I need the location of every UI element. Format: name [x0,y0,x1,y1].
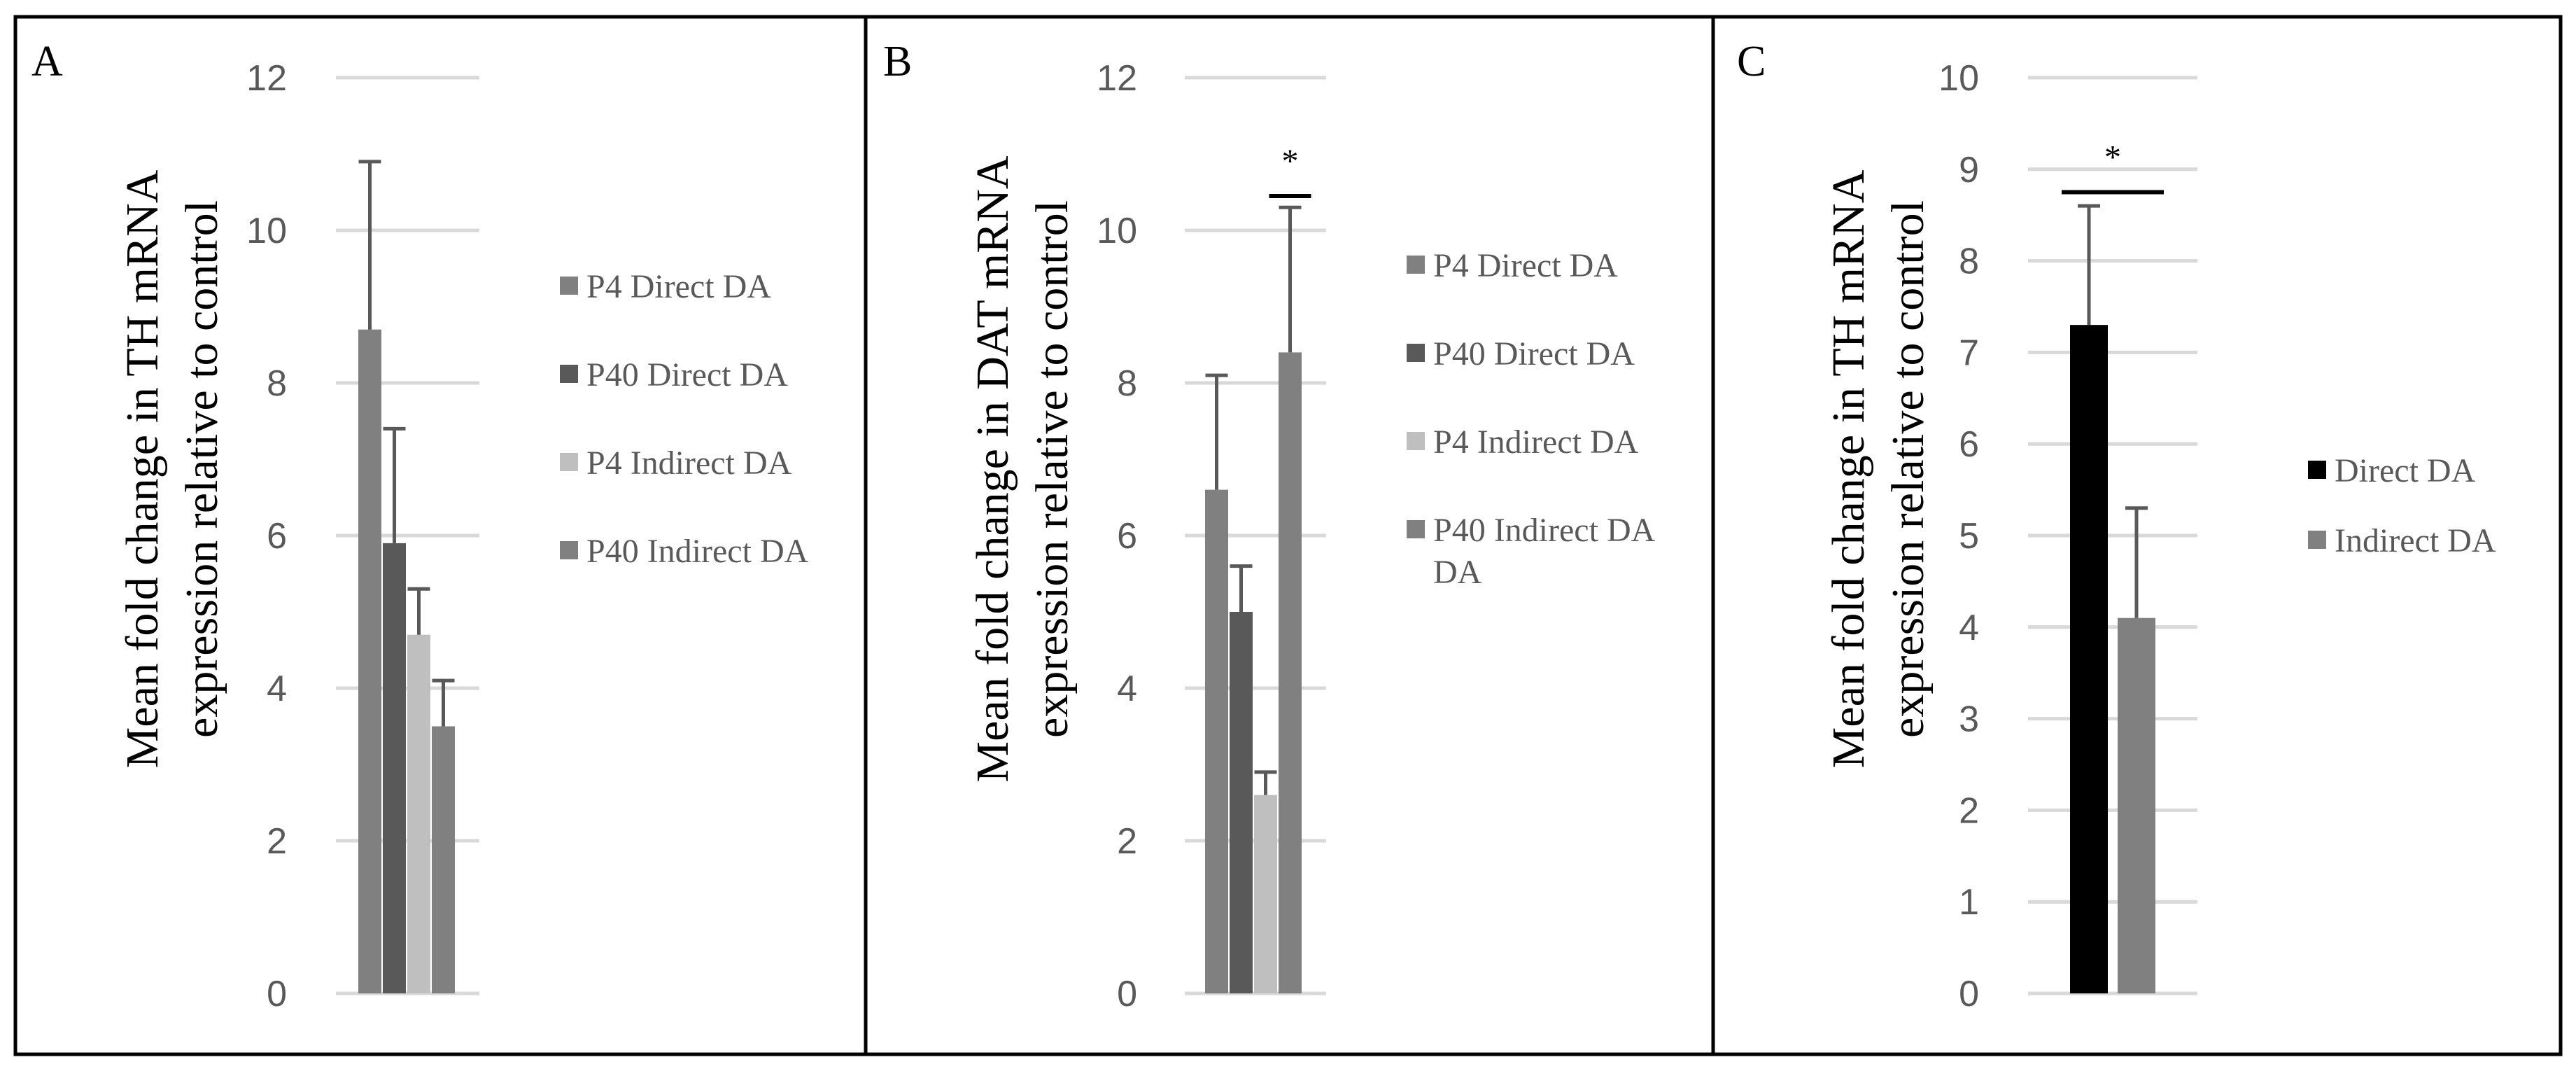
y-tick-label: 8 [1959,242,1979,282]
bar-direct-da [2070,325,2108,993]
y-tick-label: 4 [267,669,287,709]
bar-p4-indirect-da [407,634,430,993]
panel-letter: B [883,38,912,85]
y-tick-label: 2 [1117,821,1137,862]
legend-label: P4 Direct DA [1433,247,1618,284]
bar-p40-indirect-da [432,726,455,993]
panel-b: B 0 2 4 6 8 10 12 Mean fold change in DAT mRNA ex… [864,15,1715,1056]
y-axis-label: Mean fold change in TH mRNA [117,169,168,768]
y-axis-label: Mean fold change in DAT mRNA [967,155,1018,782]
y-tick-label: 10 [246,211,287,251]
bar-p40-direct-da [1230,612,1253,993]
legend-swatch [560,541,578,559]
y-tick-label: 4 [1959,608,1979,648]
legend-label: P40 Direct DA [586,356,788,393]
y-tick-label: 0 [1117,974,1137,1014]
legend-swatch [1407,520,1425,538]
bar-p40-direct-da [383,543,406,993]
bar-p4-direct-da [358,329,381,993]
legend-label: DA [1433,554,1482,591]
y-tick-label: 3 [1959,699,1979,740]
panel-border [1711,15,2563,1056]
y-tick-label: 10 [1938,58,1979,99]
legend-swatch [1407,344,1425,362]
y-tick-label: 6 [267,516,287,557]
y-tick-label: 10 [1097,211,1137,251]
panel-a: A 0 2 4 6 8 10 12 Mean fold change in TH mRNA exp… [13,15,868,1056]
legend-swatch [1407,432,1425,450]
legend-label: Direct DA [2335,452,2476,489]
bar-p4-direct-da [1205,489,1228,993]
y-tick-label: 0 [1959,974,1979,1014]
y-tick-label: 0 [267,974,287,1014]
legend-swatch [1407,256,1425,274]
y-axis-label: expression relative to control [1027,200,1078,738]
y-tick-label: 5 [1959,516,1979,557]
legend-swatch [560,365,578,383]
y-tick-label: 12 [1097,58,1137,99]
y-tick-label: 6 [1959,424,1979,465]
y-axis-label: expression relative to control [1882,200,1934,738]
y-tick-label: 2 [1959,790,1979,831]
panel-letter: A [31,38,63,85]
legend-label: P40 Indirect DA [1433,512,1656,549]
y-tick-label: 1 [1959,882,1979,923]
y-tick-label: 2 [267,821,287,862]
legend-swatch [2308,531,2326,549]
legend-label: Indirect DA [2335,522,2496,559]
legend-swatch [2308,461,2326,479]
y-tick-label: 6 [1117,516,1137,557]
y-tick-label: 7 [1959,333,1979,373]
y-tick-label: 4 [1117,669,1137,709]
bar-p40-indirect-da [1279,352,1302,993]
bar-p4-indirect-da [1254,795,1277,993]
y-tick-label: 8 [1117,363,1137,404]
significance-asterisk: * [2104,139,2121,176]
legend-swatch [560,453,578,471]
legend-swatch [560,277,578,295]
bar-indirect-da [2118,617,2155,993]
panel-c: C 0 1 2 3 4 5 6 7 8 9 10 Mean fold change in TH mRNA… [1711,15,2563,1056]
legend-label: P40 Direct DA [1433,335,1635,372]
legend-label: P4 Direct DA [586,268,771,305]
significance-asterisk: * [1282,143,1299,180]
legend-label: P4 Indirect DA [1433,424,1639,461]
legend-label: P40 Indirect DA [586,533,809,570]
y-tick-label: 9 [1959,150,1979,190]
legend-label: P4 Indirect DA [586,445,792,482]
y-tick-label: 12 [246,58,287,99]
y-axis-label: expression relative to control [176,200,227,738]
y-axis-label: Mean fold change in TH mRNA [1823,169,1874,768]
y-tick-label: 8 [267,363,287,404]
panel-letter: C [1737,38,1766,85]
